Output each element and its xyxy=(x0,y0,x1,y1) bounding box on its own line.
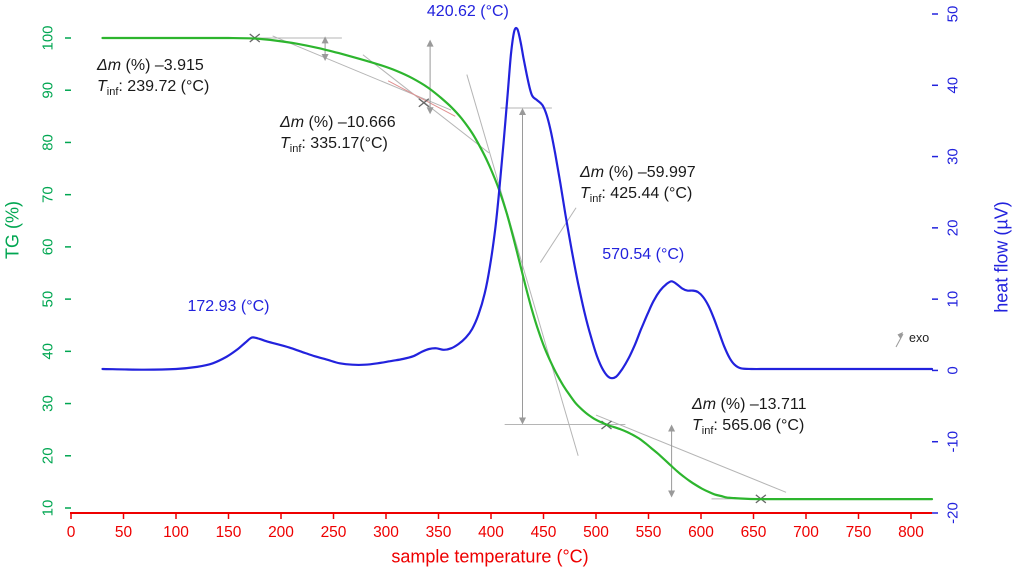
svg-text:400: 400 xyxy=(478,524,504,541)
peak-label-2: 420.62 (°C) xyxy=(426,2,509,20)
svg-text:500: 500 xyxy=(583,524,609,541)
svg-text:200: 200 xyxy=(268,524,294,541)
delta-m-line: Δm (%) –59.997 xyxy=(580,164,696,181)
heat-flow-curve xyxy=(101,26,934,380)
svg-text:50: 50 xyxy=(945,6,962,23)
svg-text:10: 10 xyxy=(945,291,962,308)
svg-text:350: 350 xyxy=(426,524,452,541)
svg-text:700: 700 xyxy=(793,524,819,541)
svg-text:750: 750 xyxy=(846,524,872,541)
svg-text:30: 30 xyxy=(40,395,57,412)
svg-text:20: 20 xyxy=(945,220,962,237)
t-inf-line: Tinf: 565.06 (°C) xyxy=(692,417,805,438)
svg-text:300: 300 xyxy=(373,524,399,541)
svg-text:800: 800 xyxy=(898,524,924,541)
construction-lines xyxy=(218,33,904,504)
svg-text:0: 0 xyxy=(945,366,962,374)
left-axis-title: TG (%) xyxy=(2,201,23,259)
svg-text:90: 90 xyxy=(40,82,57,99)
svg-text:40: 40 xyxy=(945,77,962,94)
svg-text:600: 600 xyxy=(688,524,714,541)
svg-text:100: 100 xyxy=(163,524,189,541)
mass-loss-annotation-1: Δm (%) –3.915 Tinf: 239.72 (°C) xyxy=(97,55,209,103)
axes: 0 50 100 150 200 250 300 350 400 450 500 550 600 650 7… xyxy=(40,6,962,541)
peak-label-3: 570.54 (°C) xyxy=(602,245,685,263)
svg-text:-20: -20 xyxy=(945,502,962,524)
svg-text:450: 450 xyxy=(531,524,557,541)
delta-m-line: Δm (%) –3.915 xyxy=(97,57,204,74)
svg-text:50: 50 xyxy=(115,524,133,541)
t-inf-line: Tinf: 425.44 (°C) xyxy=(580,185,693,206)
svg-text:250: 250 xyxy=(321,524,347,541)
t-inf-line: Tinf: 239.72 (°C) xyxy=(97,78,210,99)
svg-text:0: 0 xyxy=(67,524,76,541)
curves xyxy=(101,26,934,501)
svg-text:-10: -10 xyxy=(945,431,962,453)
svg-text:60: 60 xyxy=(40,239,57,256)
mass-loss-annotation-3: Δm (%) –59.997 Tinf: 425.44 (°C) xyxy=(580,162,696,210)
delta-m-line: Δm (%) –13.711 xyxy=(692,396,807,413)
svg-text:50: 50 xyxy=(40,291,57,308)
mass-loss-annotation-4: Δm (%) –13.711 Tinf: 565.06 (°C) xyxy=(692,394,806,442)
mass-loss-annotation-2: Δm (%) –10.666 Tinf: 335.17(°C) xyxy=(280,112,396,160)
svg-text:40: 40 xyxy=(40,343,57,360)
x-axis-title: sample temperature (°C) xyxy=(391,546,589,567)
tg-curve xyxy=(101,36,934,501)
svg-text:550: 550 xyxy=(636,524,662,541)
exo-label: exo xyxy=(909,331,930,345)
svg-text:150: 150 xyxy=(216,524,242,541)
t-inf-line: Tinf: 335.17(°C) xyxy=(280,135,388,156)
svg-text:100: 100 xyxy=(40,25,57,50)
svg-text:20: 20 xyxy=(40,447,57,464)
svg-text:80: 80 xyxy=(40,134,57,151)
right-axis-title: heat flow (µV) xyxy=(991,201,1012,313)
svg-text:30: 30 xyxy=(945,148,962,165)
svg-text:650: 650 xyxy=(741,524,767,541)
exo-arrow-icon xyxy=(895,333,904,348)
svg-text:10: 10 xyxy=(40,500,57,517)
delta-m-line: Δm (%) –10.666 xyxy=(280,114,396,131)
svg-text:70: 70 xyxy=(40,186,57,203)
peak-label-1: 172.93 (°C) xyxy=(187,297,270,315)
